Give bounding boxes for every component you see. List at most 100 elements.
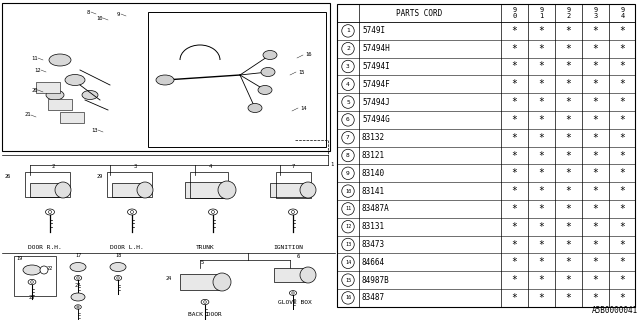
Circle shape	[342, 25, 354, 37]
Text: *: *	[566, 150, 572, 161]
Ellipse shape	[75, 305, 81, 309]
Text: 25: 25	[29, 295, 35, 300]
Ellipse shape	[23, 265, 41, 275]
Text: *: *	[620, 293, 625, 303]
Text: 5: 5	[346, 100, 350, 105]
Text: A5B0000041: A5B0000041	[592, 306, 638, 315]
Text: 13: 13	[92, 127, 99, 132]
Text: *: *	[511, 293, 517, 303]
Text: 4: 4	[346, 82, 350, 87]
Circle shape	[77, 277, 79, 279]
Ellipse shape	[110, 262, 126, 271]
Text: 5749I: 5749I	[362, 26, 385, 36]
Ellipse shape	[70, 262, 86, 271]
Text: 8: 8	[346, 153, 350, 158]
Text: 4: 4	[209, 164, 212, 169]
Circle shape	[40, 266, 48, 274]
Bar	[270, 183, 306, 197]
Text: *: *	[539, 133, 545, 143]
Bar	[185, 182, 225, 198]
Circle shape	[204, 301, 206, 303]
Text: *: *	[593, 222, 598, 232]
Text: *: *	[511, 44, 517, 54]
Text: 9
3: 9 3	[593, 7, 598, 19]
Ellipse shape	[45, 209, 54, 215]
Text: *: *	[620, 115, 625, 125]
Text: 83131: 83131	[362, 222, 385, 231]
Text: DOOR R.H.: DOOR R.H.	[28, 245, 62, 250]
Text: 18: 18	[115, 253, 121, 258]
Text: *: *	[566, 275, 572, 285]
Text: *: *	[593, 133, 598, 143]
Text: *: *	[620, 222, 625, 232]
Text: *: *	[620, 61, 625, 71]
Text: *: *	[593, 97, 598, 107]
Circle shape	[342, 149, 354, 162]
Bar	[60, 112, 84, 123]
Text: *: *	[511, 61, 517, 71]
Circle shape	[342, 96, 354, 108]
Text: 24: 24	[166, 276, 172, 281]
Text: *: *	[620, 150, 625, 161]
Text: *: *	[539, 61, 545, 71]
Bar	[2, 3, 330, 151]
Text: TRUNK: TRUNK	[196, 245, 214, 250]
Ellipse shape	[289, 209, 298, 215]
Circle shape	[342, 220, 354, 233]
Text: *: *	[511, 222, 517, 232]
Text: *: *	[593, 150, 598, 161]
Circle shape	[342, 167, 354, 180]
Text: BACK DOOR: BACK DOOR	[188, 312, 222, 317]
Bar	[190, 172, 228, 198]
Text: 6: 6	[296, 254, 300, 260]
Text: *: *	[620, 44, 625, 54]
Text: *: *	[566, 115, 572, 125]
Text: *: *	[539, 97, 545, 107]
Ellipse shape	[156, 75, 174, 85]
Ellipse shape	[65, 75, 85, 85]
Text: 6: 6	[346, 117, 350, 122]
Ellipse shape	[289, 291, 296, 295]
Text: *: *	[566, 44, 572, 54]
Ellipse shape	[74, 276, 82, 280]
Circle shape	[55, 182, 71, 198]
Ellipse shape	[28, 279, 36, 284]
Text: *: *	[593, 257, 598, 267]
Text: *: *	[620, 168, 625, 178]
Text: 11: 11	[32, 55, 38, 60]
Ellipse shape	[248, 103, 262, 113]
Circle shape	[300, 182, 316, 198]
Ellipse shape	[127, 209, 136, 215]
Text: *: *	[539, 239, 545, 250]
Circle shape	[292, 292, 294, 294]
Text: GLOVE BOX: GLOVE BOX	[278, 300, 312, 305]
Bar	[107, 172, 152, 197]
Text: 16: 16	[345, 295, 351, 300]
Text: *: *	[539, 257, 545, 267]
Circle shape	[342, 274, 354, 286]
Text: 83487: 83487	[362, 293, 385, 302]
Text: *: *	[593, 204, 598, 214]
Text: 15: 15	[345, 278, 351, 283]
Text: *: *	[566, 293, 572, 303]
Bar	[276, 172, 311, 198]
Text: *: *	[539, 293, 545, 303]
Text: *: *	[566, 222, 572, 232]
Text: *: *	[620, 79, 625, 89]
Text: 27: 27	[75, 283, 81, 288]
Circle shape	[342, 292, 354, 304]
Text: 83141: 83141	[362, 187, 385, 196]
Circle shape	[137, 182, 153, 198]
Bar	[148, 12, 326, 147]
Ellipse shape	[261, 68, 275, 76]
Bar	[36, 82, 60, 93]
Circle shape	[342, 256, 354, 268]
Text: PARTS CORD: PARTS CORD	[396, 9, 442, 18]
Circle shape	[342, 238, 354, 251]
Text: 8: 8	[86, 10, 90, 14]
Text: *: *	[539, 186, 545, 196]
Circle shape	[300, 267, 316, 283]
Ellipse shape	[115, 276, 122, 280]
Text: *: *	[620, 204, 625, 214]
Text: 7: 7	[346, 135, 350, 140]
